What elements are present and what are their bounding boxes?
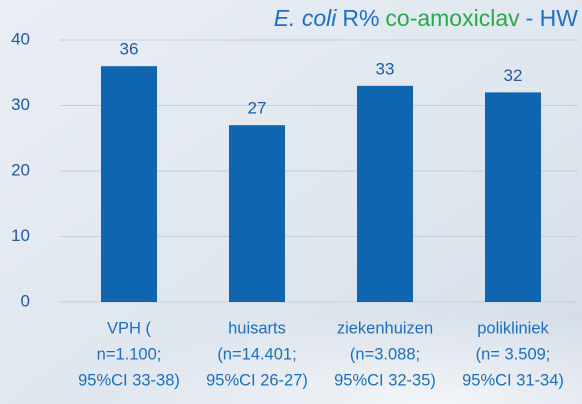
y-tick-label: 20 [11, 160, 30, 179]
x-tick-label: 95%CI 33-38) [78, 371, 180, 389]
x-tick-label: polikliniek [477, 319, 549, 337]
title-part: - HW [526, 5, 579, 31]
x-tick-label: (n= 3.509; [476, 345, 551, 363]
y-tick-label: 30 [11, 95, 30, 114]
x-tick-label: (n=3.088; [350, 345, 420, 363]
x-tick-label: n=1.100; [97, 345, 162, 363]
bar [485, 92, 541, 303]
x-tick-label: (n=14.401; [217, 345, 296, 363]
x-tick-label: 95%CI 31-34) [462, 371, 564, 389]
x-tick-label: ziekenhuizen [337, 319, 433, 337]
title-part: co-amoxiclav [385, 5, 520, 31]
x-tick-label: 95%CI 26-27) [206, 371, 308, 389]
data-label: 27 [248, 99, 267, 118]
data-label: 32 [504, 66, 523, 85]
bar [101, 66, 157, 302]
x-tick-label: huisarts [228, 319, 286, 337]
x-tick-label: 95%CI 32-35) [334, 371, 436, 389]
y-tick-label: 0 [21, 291, 30, 310]
y-tick-label: 40 [11, 29, 30, 48]
y-tick-label: 10 [11, 226, 30, 245]
title-part: R% [342, 5, 379, 31]
x-tick-label: VPH ( [107, 319, 152, 337]
bar [229, 125, 285, 303]
title-part: E. coli [274, 5, 338, 31]
data-label: 33 [376, 59, 395, 78]
bar [357, 85, 413, 302]
data-label: 36 [120, 40, 139, 59]
chart-title: E. coli R% co-amoxiclav - HW [274, 5, 579, 31]
